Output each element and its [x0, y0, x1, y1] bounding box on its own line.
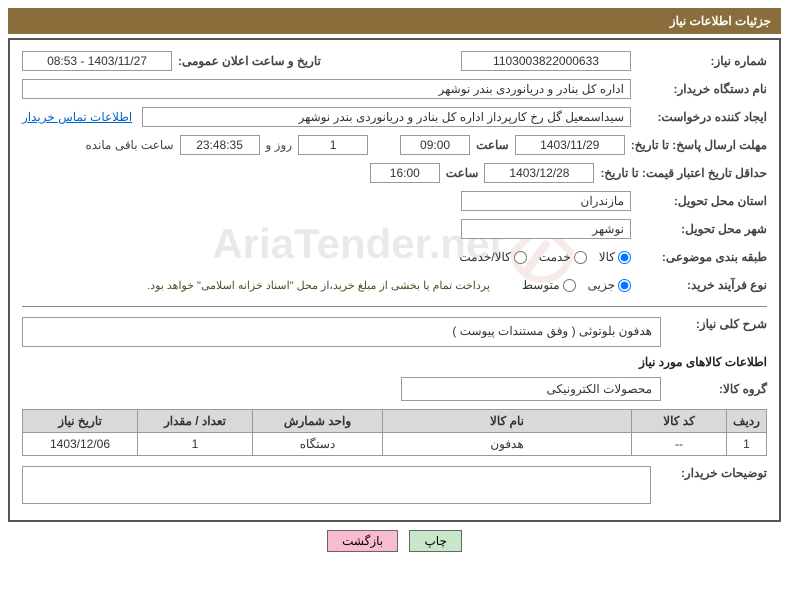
radio-goods-label: کالا: [599, 250, 615, 264]
print-button[interactable]: چاپ: [409, 530, 461, 552]
validity-date: 1403/12/28: [484, 163, 594, 183]
radio-partial-input[interactable]: [618, 279, 631, 292]
goods-table: ردیف کد کالا نام کالا واحد شمارش تعداد /…: [22, 409, 767, 456]
goods-group-field: محصولات الکترونیکی: [401, 377, 661, 401]
td-qty: 1: [138, 433, 253, 456]
form-frame: AriaTender.net شماره نیاز: 1103003822000…: [8, 38, 781, 522]
footer-buttons: چاپ بازگشت: [0, 530, 789, 552]
th-name: نام کالا: [383, 410, 632, 433]
announce-field: 1403/11/27 - 08:53: [22, 51, 172, 71]
validity-time: 16:00: [370, 163, 440, 183]
back-button[interactable]: بازگشت: [327, 530, 398, 552]
th-unit: واحد شمارش: [253, 410, 383, 433]
requester-field: سیداسمعیل گل رخ کارپرداز اداره کل بنادر …: [142, 107, 631, 127]
deadline-send-date: 1403/11/29: [515, 135, 625, 155]
category-radio-group: کالا خدمت کالا/خدمت: [459, 250, 631, 264]
buyer-org-label: نام دستگاه خریدار:: [637, 82, 767, 96]
radio-medium-input[interactable]: [563, 279, 576, 292]
purchase-type-label: نوع فرآیند خرید:: [637, 278, 767, 292]
separator-1: [22, 306, 767, 307]
td-name: هدفون: [383, 433, 632, 456]
payment-note: پرداخت تمام یا بخشی از مبلغ خرید،از محل …: [147, 279, 490, 292]
validity-label: حداقل تاریخ اعتبار قیمت: تا تاریخ:: [600, 166, 767, 180]
buyer-contact-link[interactable]: اطلاعات تماس خریدار: [22, 110, 132, 124]
purchase-type-radio-group: جزیی متوسط: [522, 278, 631, 292]
radio-medium-label: متوسط: [522, 278, 560, 292]
overall-desc-label: شرح کلی نیاز:: [667, 317, 767, 331]
requester-label: ایجاد کننده درخواست:: [637, 110, 767, 124]
hour-label-2: ساعت: [446, 166, 479, 180]
delivery-city-label: شهر محل تحویل:: [637, 222, 767, 236]
table-header-row: ردیف کد کالا نام کالا واحد شمارش تعداد /…: [23, 410, 767, 433]
td-unit: دستگاه: [253, 433, 383, 456]
radio-partial[interactable]: جزیی: [588, 278, 631, 292]
need-no-label: شماره نیاز:: [637, 54, 767, 68]
th-qty: تعداد / مقدار: [138, 410, 253, 433]
delivery-province-field: مازندران: [461, 191, 631, 211]
th-row: ردیف: [727, 410, 767, 433]
category-label: طبقه بندی موضوعی:: [637, 250, 767, 264]
radio-goods[interactable]: کالا: [599, 250, 631, 264]
radio-service-label: خدمت: [539, 250, 571, 264]
delivery-city-field: نوشهر: [461, 219, 631, 239]
deadline-send-time: 09:00: [400, 135, 470, 155]
td-row: 1: [727, 433, 767, 456]
buyer-notes-field: [22, 466, 651, 504]
goods-info-title: اطلاعات کالاهای مورد نیاز: [22, 355, 767, 369]
need-no-field: 1103003822000633: [461, 51, 631, 71]
overall-desc-field: هدفون بلوتوثی ( وفق مستندات پیوست ): [22, 317, 661, 347]
announce-label: تاریخ و ساعت اعلان عمومی:: [178, 54, 321, 68]
remaining-label: ساعت باقی مانده: [85, 138, 173, 152]
td-code: --: [632, 433, 727, 456]
panel-title: جزئیات اطلاعات نیاز: [670, 14, 771, 28]
days-remaining: 1: [298, 135, 368, 155]
radio-both-label: کالا/خدمت: [459, 250, 510, 264]
radio-both[interactable]: کالا/خدمت: [459, 250, 526, 264]
table-row: 1 -- هدفون دستگاه 1 1403/12/06: [23, 433, 767, 456]
th-date: تاریخ نیاز: [23, 410, 138, 433]
radio-service-input[interactable]: [574, 251, 587, 264]
buyer-org-field: اداره کل بنادر و دریانوردی بندر نوشهر: [22, 79, 631, 99]
radio-service[interactable]: خدمت: [539, 250, 587, 264]
delivery-province-label: استان محل تحویل:: [637, 194, 767, 208]
radio-medium[interactable]: متوسط: [522, 278, 576, 292]
day-and-label: روز و: [266, 138, 293, 152]
td-date: 1403/12/06: [23, 433, 138, 456]
radio-partial-label: جزیی: [588, 278, 615, 292]
panel-header: جزئیات اطلاعات نیاز: [8, 8, 781, 34]
radio-both-input[interactable]: [514, 251, 527, 264]
th-code: کد کالا: [632, 410, 727, 433]
time-remaining: 23:48:35: [180, 135, 260, 155]
deadline-send-label: مهلت ارسال پاسخ: تا تاریخ:: [631, 138, 767, 152]
goods-group-label: گروه کالا:: [667, 382, 767, 396]
buyer-notes-label: توضیحات خریدار:: [657, 466, 767, 480]
hour-label-1: ساعت: [476, 138, 509, 152]
radio-goods-input[interactable]: [618, 251, 631, 264]
